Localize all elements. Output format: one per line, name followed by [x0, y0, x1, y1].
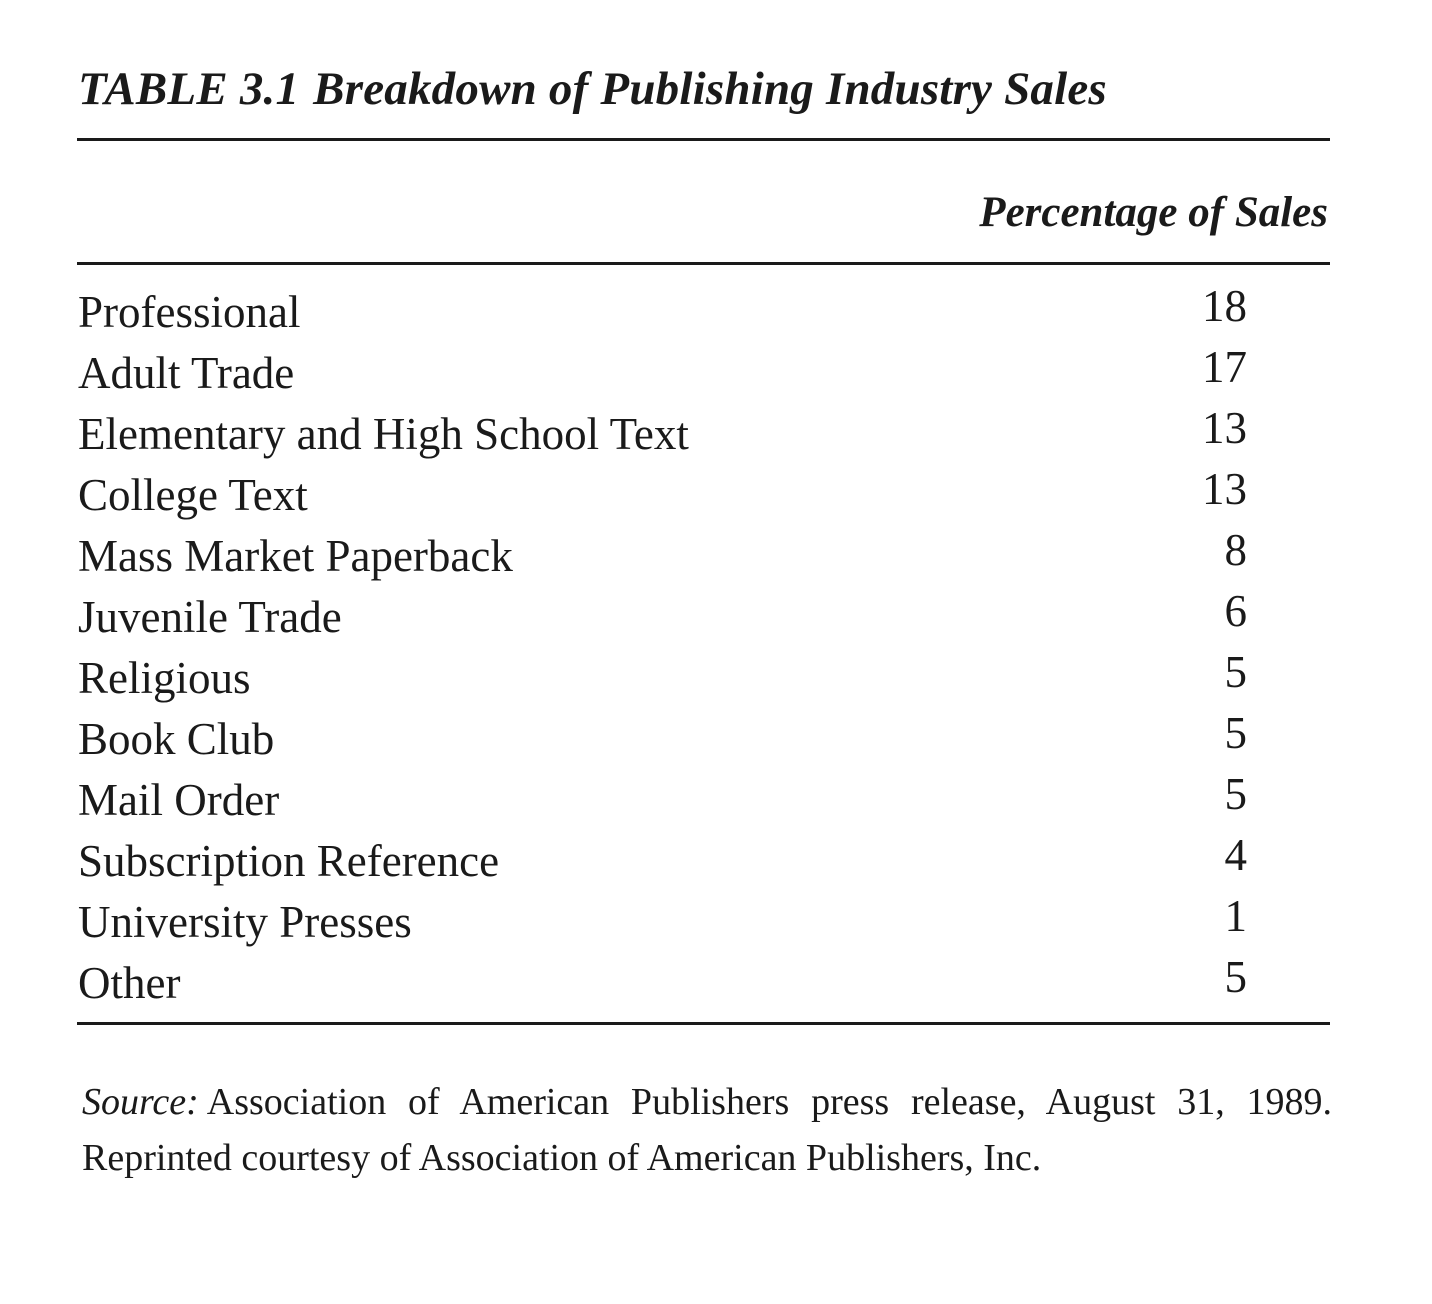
row-label: Mass Market Paperback [78, 531, 513, 581]
source-note: Source: Association of American Publisher… [82, 1074, 1332, 1186]
bottom-rule [77, 1022, 1330, 1025]
table-row: University Presses 1 [78, 891, 1247, 953]
table-number: TABLE 3.1 [78, 63, 300, 115]
column-header-percentage: Percentage of Sales [979, 189, 1328, 236]
row-value: 8 [1224, 525, 1248, 575]
table-row: Professional 18 [78, 281, 1247, 343]
table-row: Religious 5 [78, 647, 1247, 709]
table-title: TABLE 3.1 Breakdown of Publishing Industr… [78, 62, 1107, 116]
table-title-text: Breakdown of Publishing Industry Sales [313, 63, 1107, 115]
row-label: Juvenile Trade [78, 592, 342, 642]
row-value: 5 [1224, 647, 1248, 697]
row-value: 13 [1202, 403, 1247, 453]
row-label: Subscription Reference [78, 836, 500, 886]
table-row: Juvenile Trade 6 [78, 586, 1247, 648]
row-value: 13 [1202, 464, 1247, 514]
table-row: Mail Order 5 [78, 769, 1247, 831]
table-row: Other 5 [78, 952, 1247, 1014]
row-value: 4 [1224, 830, 1248, 880]
row-value: 17 [1202, 342, 1247, 392]
row-label: College Text [78, 470, 308, 520]
row-label: Professional [78, 287, 301, 337]
table-row: Mass Market Paperback 8 [78, 525, 1247, 587]
row-label: Other [78, 958, 181, 1008]
table-row: Elementary and High School Text 13 [78, 403, 1247, 465]
source-label: Source: [82, 1081, 199, 1123]
table-row: College Text 13 [78, 464, 1247, 526]
table-body: Professional 18 Adult Trade 17 Elementary … [78, 281, 1247, 1014]
row-label: Mail Order [78, 775, 280, 825]
row-value: 5 [1224, 952, 1248, 1002]
row-label: Religious [78, 653, 251, 703]
row-label: Adult Trade [78, 348, 295, 398]
source-text: Association of American Publishers press… [82, 1081, 1332, 1179]
table-row: Book Club 5 [78, 708, 1247, 770]
row-label: Book Club [78, 714, 275, 764]
row-value: 18 [1202, 281, 1247, 331]
top-rule [77, 138, 1330, 141]
row-value: 6 [1224, 586, 1248, 636]
table-row: Subscription Reference 4 [78, 830, 1247, 892]
row-value: 1 [1224, 891, 1248, 941]
row-value: 5 [1224, 708, 1248, 758]
table-row: Adult Trade 17 [78, 342, 1247, 404]
row-label: University Presses [78, 897, 412, 947]
header-rule [77, 262, 1330, 265]
row-label: Elementary and High School Text [78, 409, 689, 459]
row-value: 5 [1224, 769, 1248, 819]
